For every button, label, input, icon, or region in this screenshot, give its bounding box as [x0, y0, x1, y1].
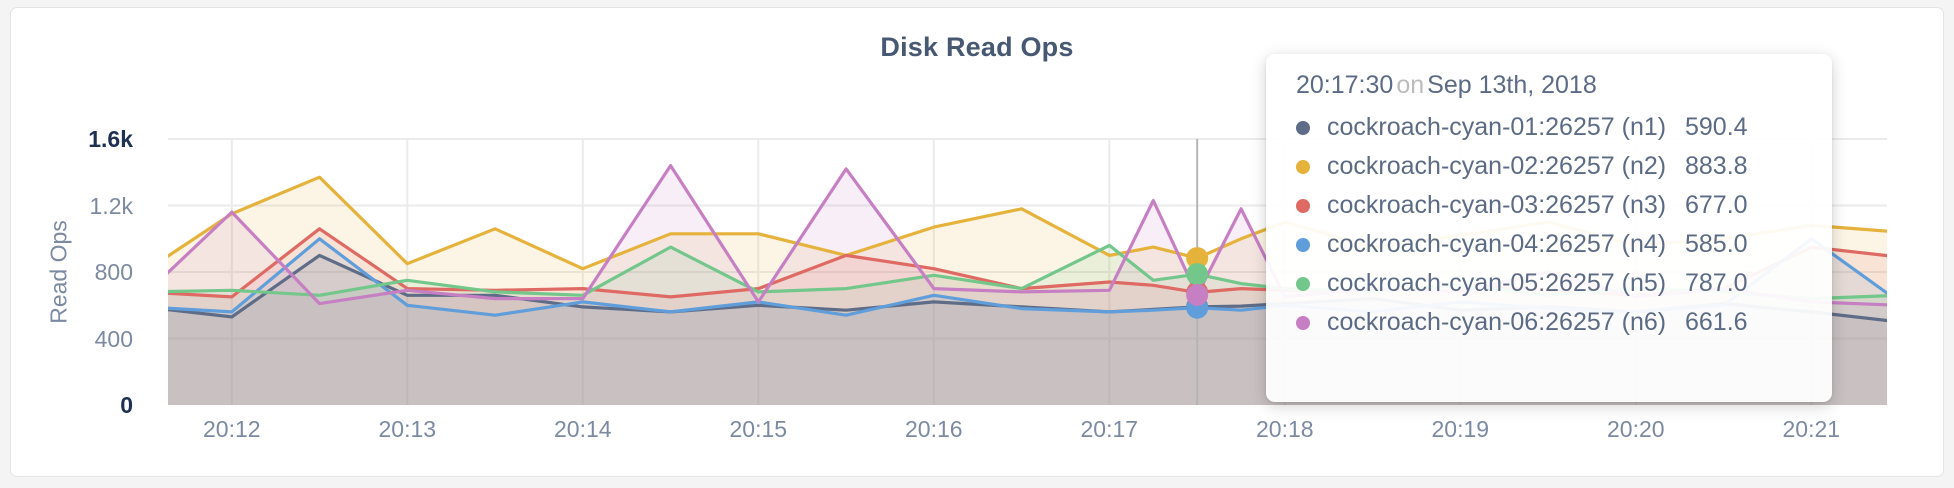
series-name: cockroach-cyan-06:26257 (n6) [1327, 308, 1667, 336]
y-tick-label: 1.6k [88, 126, 133, 152]
x-tick-label: 20:13 [378, 416, 437, 442]
x-tick-label: 20:14 [554, 416, 612, 442]
series-name: cockroach-cyan-01:26257 (n1) [1327, 113, 1667, 141]
series-value: 677.0 [1685, 191, 1748, 219]
tooltip-row: cockroach-cyan-06:26257 (n6) 661.6 [1296, 303, 1808, 342]
x-tick-label: 20:19 [1431, 416, 1490, 442]
y-tick-label: 0 [120, 392, 133, 418]
tooltip-row: cockroach-cyan-02:26257 (n2) 883.8 [1296, 147, 1808, 186]
series-color-dot [1296, 120, 1310, 135]
hover-point-dot [1186, 263, 1209, 286]
series-value: 585.0 [1685, 230, 1748, 258]
y-tick-label: 800 [94, 259, 133, 285]
y-tick-label: 1.2k [89, 192, 133, 219]
series-value: 883.8 [1685, 152, 1748, 180]
tooltip-row: cockroach-cyan-04:26257 (n4) 585.0 [1296, 225, 1808, 264]
series-color-dot [1296, 159, 1310, 174]
hover-point-dot [1186, 284, 1209, 307]
hover-point-dot [1186, 247, 1209, 270]
tooltip-time: 20:17:30 [1296, 71, 1394, 99]
series-color-dot [1296, 237, 1310, 252]
series-value: 787.0 [1685, 269, 1748, 297]
series-name: cockroach-cyan-02:26257 (n2) [1327, 152, 1667, 180]
y-tick-label: 400 [94, 325, 133, 352]
series-value: 661.6 [1685, 308, 1748, 336]
tooltip-row: cockroach-cyan-05:26257 (n5) 787.0 [1296, 264, 1808, 303]
hover-tooltip: 20:17:30 on Sep 13th, 2018 cockroach-cyan-… [1266, 54, 1832, 402]
x-tick-label: 20:15 [729, 416, 788, 442]
series-color-dot [1296, 315, 1310, 330]
series-color-dot [1296, 276, 1310, 291]
series-value: 590.4 [1685, 113, 1748, 141]
chart-title: Disk Read Ops [880, 32, 1074, 62]
series-name: cockroach-cyan-04:26257 (n4) [1327, 230, 1667, 258]
tooltip-rows: cockroach-cyan-01:26257 (n1) 590.4 cockroa… [1296, 108, 1808, 342]
series-name: cockroach-cyan-05:26257 (n5) [1327, 269, 1667, 297]
tooltip-header: 20:17:30 on Sep 13th, 2018 [1296, 68, 1808, 102]
tooltip-conjunction: on [1396, 71, 1425, 99]
series-name: cockroach-cyan-03:26257 (n3) [1327, 191, 1667, 219]
series-color-dot [1296, 198, 1310, 213]
x-tick-label: 20:16 [905, 416, 963, 442]
tooltip-date: Sep 13th, 2018 [1427, 71, 1597, 99]
x-tick-label: 20:20 [1607, 416, 1665, 442]
x-tick-label: 20:17 [1080, 416, 1139, 442]
tooltip-row: cockroach-cyan-01:26257 (n1) 590.4 [1296, 108, 1808, 147]
x-tick-label: 20:21 [1782, 416, 1841, 442]
tooltip-row: cockroach-cyan-03:26257 (n3) 677.0 [1296, 186, 1808, 225]
x-tick-label: 20:18 [1256, 416, 1314, 442]
x-tick-label: 20:12 [203, 416, 261, 442]
